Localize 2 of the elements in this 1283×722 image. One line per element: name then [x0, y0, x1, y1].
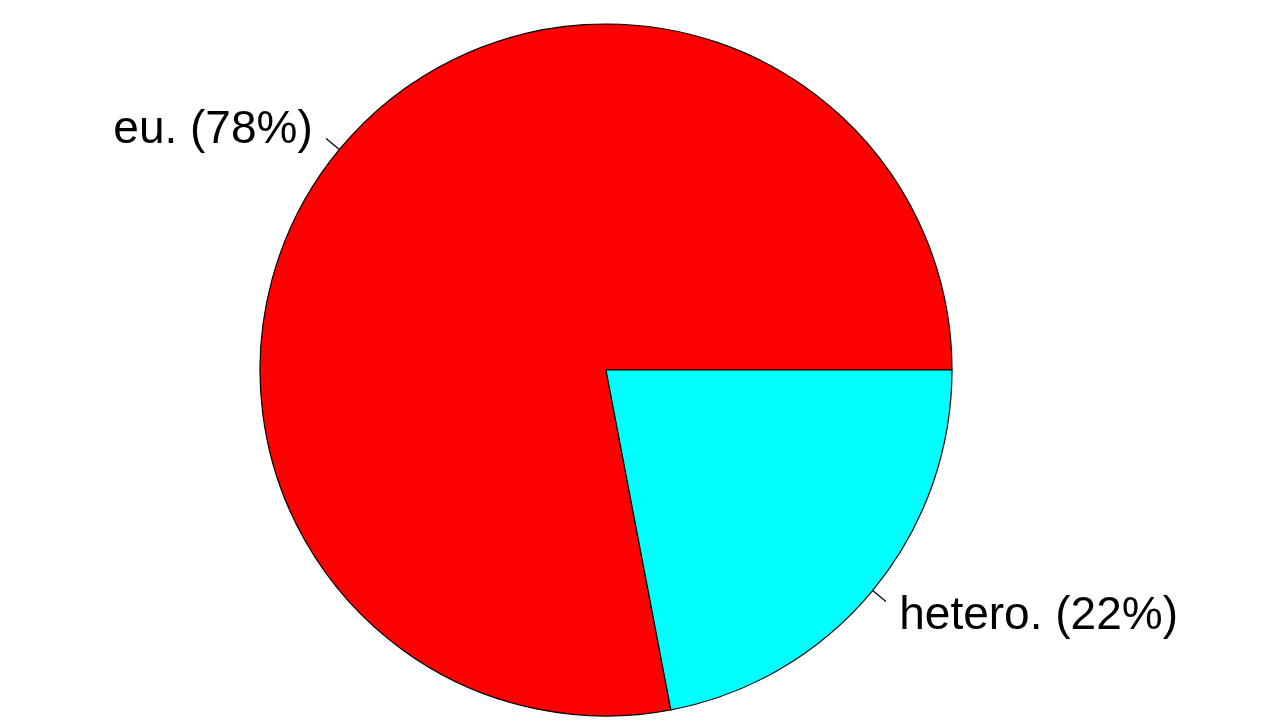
- slice-label: eu. (78%): [113, 101, 313, 154]
- slice-label: hetero. (22%): [899, 586, 1178, 639]
